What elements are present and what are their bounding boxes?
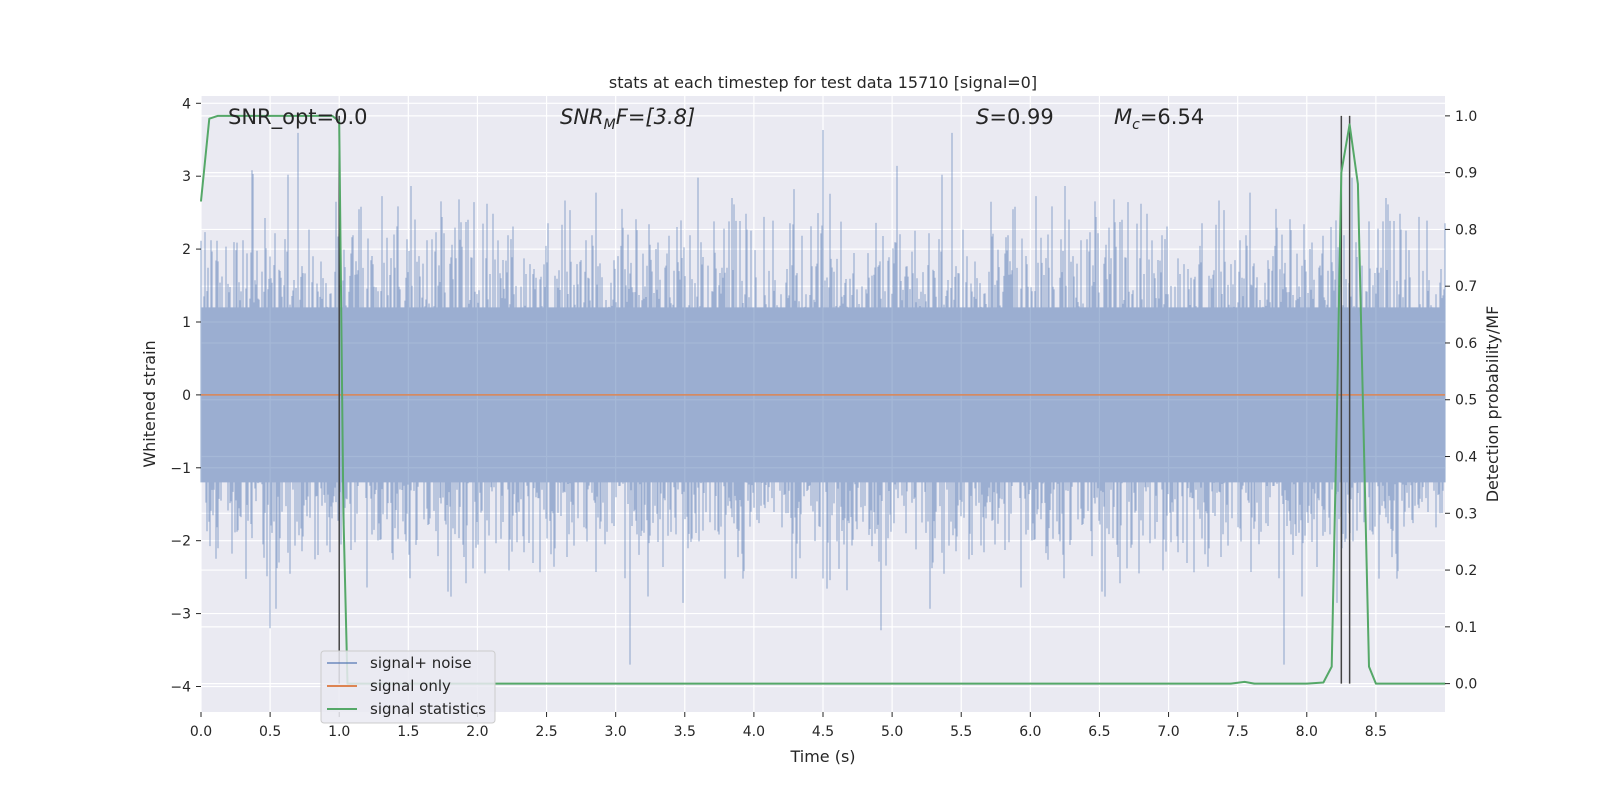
y-axis-label: Whitened strain bbox=[140, 340, 159, 467]
y-right-tick-label: 0.8 bbox=[1455, 222, 1477, 238]
s-annotation: S=0.99 bbox=[976, 105, 1054, 129]
snr-mf-base: SNR bbox=[560, 105, 604, 129]
legend-label-signal-statistics: signal statistics bbox=[370, 700, 486, 718]
y-tick-label: 0 bbox=[182, 388, 191, 404]
y-right-tick-label: 0.1 bbox=[1455, 620, 1477, 636]
x-tick-label: 4.5 bbox=[812, 724, 834, 740]
y-tick-label: −1 bbox=[170, 461, 191, 477]
x-tick-label: 3.0 bbox=[605, 724, 627, 740]
x-tick-label: 3.5 bbox=[674, 724, 696, 740]
x-tick-label: 1.0 bbox=[328, 724, 350, 740]
signal-statistics-point bbox=[1167, 682, 1170, 685]
s-symbol: S bbox=[976, 105, 989, 129]
signal-statistics-point bbox=[1306, 682, 1308, 685]
x-tick-label: 5.5 bbox=[950, 724, 972, 740]
signal-statistics-point bbox=[1368, 665, 1370, 668]
snr-mf-rest: F=[3.8] bbox=[616, 105, 695, 129]
y-right-tick-label: 0.0 bbox=[1455, 677, 1477, 693]
signal-statistics-point bbox=[227, 115, 230, 117]
signal-statistics-point bbox=[1322, 681, 1325, 684]
x-tick-label: 6.0 bbox=[1019, 724, 1041, 740]
y-right-tick-label: 0.5 bbox=[1455, 393, 1477, 409]
signal-statistics-point bbox=[1230, 682, 1232, 685]
y-right-tick-label: 0.4 bbox=[1455, 450, 1477, 466]
x-tick-label: 7.5 bbox=[1227, 724, 1249, 740]
mc-value: =6.54 bbox=[1140, 105, 1204, 129]
y-tick-label: 1 bbox=[182, 315, 191, 331]
y-tick-label: 3 bbox=[182, 169, 191, 185]
signal-statistics-point bbox=[1357, 183, 1359, 185]
y-right-tick-label: 1.0 bbox=[1455, 109, 1477, 125]
signal-statistics-point bbox=[216, 115, 219, 117]
snr-mf-sub: M bbox=[604, 117, 616, 133]
x-tick-label: 8.5 bbox=[1365, 724, 1387, 740]
signal-statistics-point bbox=[1029, 682, 1032, 685]
signal-statistics-point bbox=[614, 682, 617, 685]
snr-opt-annotation: SNR_opt=0.0 bbox=[228, 105, 368, 130]
legend-label-signal-only: signal only bbox=[370, 677, 451, 695]
x-tick-label: 0.5 bbox=[259, 724, 281, 740]
signal-statistics-point bbox=[545, 682, 548, 685]
mc-base: M bbox=[1114, 105, 1132, 129]
chart-title: stats at each timestep for test data 157… bbox=[609, 73, 1037, 92]
x-tick-label: 4.0 bbox=[743, 724, 765, 740]
signal-statistics-point bbox=[1330, 665, 1333, 668]
s-value: =0.99 bbox=[989, 105, 1053, 129]
signal-statistics-line bbox=[200, 114, 1445, 685]
signal-statistics-point bbox=[1336, 398, 1338, 401]
signal-statistics-point bbox=[1253, 682, 1256, 685]
signal-statistics-point bbox=[208, 117, 211, 120]
y-tick-label: 2 bbox=[182, 242, 191, 258]
x-tick-label: 6.5 bbox=[1088, 724, 1110, 740]
signal-statistics-point bbox=[753, 682, 755, 685]
x-tick-label: 7.0 bbox=[1157, 724, 1179, 740]
signal-statistics-point bbox=[310, 115, 313, 117]
x-tick-label: 0.0 bbox=[190, 724, 212, 740]
x-tick-label: 2.0 bbox=[466, 724, 488, 740]
signal-statistics-point bbox=[338, 120, 341, 123]
snr-mf-annotation: SNRMF=[3.8] bbox=[560, 105, 695, 133]
y-axis-right-label: Detection probability/MF bbox=[1483, 306, 1502, 503]
series-layer bbox=[200, 114, 1446, 685]
mc-annotation: Mc=6.54 bbox=[1114, 105, 1204, 133]
y-tick-label: 4 bbox=[182, 96, 191, 112]
y-right-tick-label: 0.3 bbox=[1455, 506, 1477, 522]
x-tick-label: 1.5 bbox=[397, 724, 419, 740]
mc-sub: c bbox=[1132, 117, 1140, 133]
y-tick-label: −4 bbox=[170, 679, 191, 695]
signal-statistics-point bbox=[269, 115, 271, 117]
legend: signal+ noise signal only signal statist… bbox=[320, 650, 496, 724]
y-right-tick-label: 0.7 bbox=[1455, 279, 1477, 295]
y-tick-label: −3 bbox=[170, 607, 191, 623]
x-tick-label: 8.0 bbox=[1296, 724, 1318, 740]
tick-layer: 0.0 0.5 1.0 1.5 2.0 2.5 3.0 3.5 4.0 4.5 5.0 5.5 6.0 6… bbox=[170, 96, 1477, 740]
y-right-tick-label: 0.2 bbox=[1455, 563, 1477, 579]
signal-statistics-point bbox=[1340, 171, 1343, 174]
y-right-tick-label: 0.6 bbox=[1455, 336, 1477, 352]
signal-statistics-point bbox=[331, 115, 334, 117]
x-tick-label: 5.0 bbox=[881, 724, 903, 740]
legend-label-signal-noise: signal+ noise bbox=[370, 654, 472, 672]
signal-statistics-point bbox=[891, 682, 893, 685]
x-tick-label: 2.5 bbox=[535, 724, 557, 740]
signal-statistics-point bbox=[1243, 681, 1246, 683]
signal-statistics-point bbox=[1375, 682, 1377, 685]
signal-statistics-point bbox=[342, 512, 345, 515]
y-right-tick-label: 0.9 bbox=[1455, 166, 1477, 182]
x-axis-label: Time (s) bbox=[789, 747, 855, 766]
signal-statistics-point bbox=[200, 200, 202, 202]
legend-box bbox=[320, 650, 496, 724]
y-tick-label: −2 bbox=[170, 534, 191, 550]
signal-statistics-point bbox=[1348, 123, 1351, 126]
